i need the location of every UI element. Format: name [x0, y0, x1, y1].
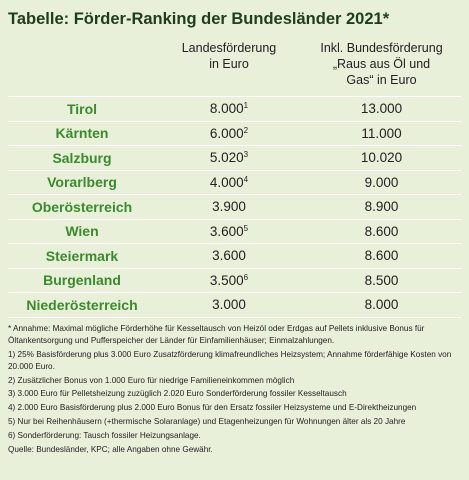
land-amount: 3.900 [212, 199, 246, 215]
footnote: 6) Sonderförderung: Tausch fossiler Heiz… [8, 430, 201, 440]
land-amount-cell: 3.5006 [156, 273, 302, 288]
table: Landesförderung in Euro Inkl. Bundesförder… [8, 34, 461, 318]
table-row: Salzburg 5.0203 10.020 [8, 146, 461, 171]
footnote-ref: 2 [243, 125, 249, 135]
land-amount: 6.000 [209, 125, 244, 141]
total-amount: 8.600 [364, 248, 399, 264]
header-line: „Raus aus Öl und [332, 57, 431, 71]
total-amount: 9.000 [364, 174, 399, 190]
total-amount: 8.900 [364, 199, 399, 215]
land-amount: 3.600 [209, 223, 244, 239]
footnote-ref: 1 [243, 101, 249, 111]
table-row: Oberösterreich 3.900 8.900 [8, 195, 461, 220]
header-line: in Euro [209, 57, 249, 71]
state-name: Vorarlberg [47, 174, 117, 191]
state-name: Steiermark [45, 247, 119, 264]
header-line: Landesförderung [181, 41, 277, 55]
table-row: Vorarlberg 4.0004 9.000 [8, 171, 461, 195]
footnote-ref: 3 [243, 150, 249, 160]
footnote: 4) 2.000 Euro Basisförderung plus 2.000 … [8, 403, 417, 413]
land-amount: 3.000 [212, 297, 246, 313]
footnote: 5) Nur bei Reihenhäusern (+thermische So… [8, 417, 406, 427]
footnote-ref: 5 [243, 223, 249, 233]
land-amount: 5.020 [209, 150, 244, 166]
header-cell: Inkl. Bundesförderung „Raus aus Öl und Gas… [302, 40, 461, 88]
land-amount-cell: 6.0002 [156, 126, 302, 141]
total-amount: 8.600 [364, 223, 399, 239]
land-amount-cell: 5.0203 [156, 150, 302, 165]
land-amount-cell: 4.0004 [156, 175, 302, 190]
table-row: Tirol 8.0001 13.000 [8, 97, 461, 122]
total-amount: 11.000 [361, 125, 402, 141]
total-amount: 10.020 [360, 150, 403, 166]
state-name: Tirol [66, 100, 98, 117]
state-name: Salzburg [52, 149, 112, 166]
footnote-ref: 4 [243, 174, 249, 184]
table-row: Niederösterreich 3.000 8.000 [8, 293, 461, 318]
total-amount: 13.000 [360, 101, 403, 117]
land-amount: 3.500 [209, 272, 244, 288]
footnote-ref: 6 [243, 272, 249, 282]
total-amount: 8.000 [364, 297, 399, 313]
state-name: Oberösterreich [31, 198, 133, 215]
header-line: Inkl. Bundesförderung [320, 41, 443, 55]
land-amount: 4.000 [209, 174, 244, 190]
source: Quelle: Bundesländer, KPC; alle Angaben … [8, 445, 213, 455]
footnote: * Annahme: Maximal mögliche Förderhöhe f… [8, 323, 425, 345]
table-row: Kärnten 6.0002 11.000 [8, 122, 461, 146]
land-amount: 8.000 [209, 101, 244, 117]
footnotes: * Annahme: Maximal mögliche Förderhöhe f… [8, 323, 461, 443]
state-name: Niederösterreich [26, 296, 138, 313]
table-row: Steiermark 3.600 8.600 [8, 244, 461, 269]
header-cell: Landesförderung in Euro [156, 40, 302, 72]
land-amount: 3.600 [212, 248, 246, 264]
state-name: Kärnten [55, 125, 109, 142]
footnote: 1) 25% Basisförderung plus 3.000 Euro Zu… [8, 349, 452, 371]
land-amount-cell: 3.000 [156, 297, 302, 312]
table-row: Burgenland 3.5006 8.500 [8, 269, 461, 293]
land-amount-cell: 3.900 [156, 199, 302, 214]
table-header: Landesförderung in Euro Inkl. Bundesförder… [8, 34, 461, 97]
title: Tabelle: Förder-Ranking der Bundesländer… [8, 10, 390, 28]
state-name: Burgenland [43, 272, 121, 289]
state-name: Wien [65, 223, 99, 240]
table-row: Wien 3.6005 8.600 [8, 220, 461, 244]
footnote: 2) Zusätzlicher Bonus von 1.000 Euro für… [8, 375, 295, 385]
footnote: 3) 3.000 Euro für Pelletsheizung zuzügli… [8, 389, 347, 399]
header-line: Gas“ in Euro [346, 73, 417, 87]
land-amount-cell: 3.6005 [156, 224, 302, 239]
land-amount-cell: 8.0001 [156, 101, 302, 116]
total-amount: 8.500 [364, 272, 399, 288]
land-amount-cell: 3.600 [156, 248, 302, 263]
